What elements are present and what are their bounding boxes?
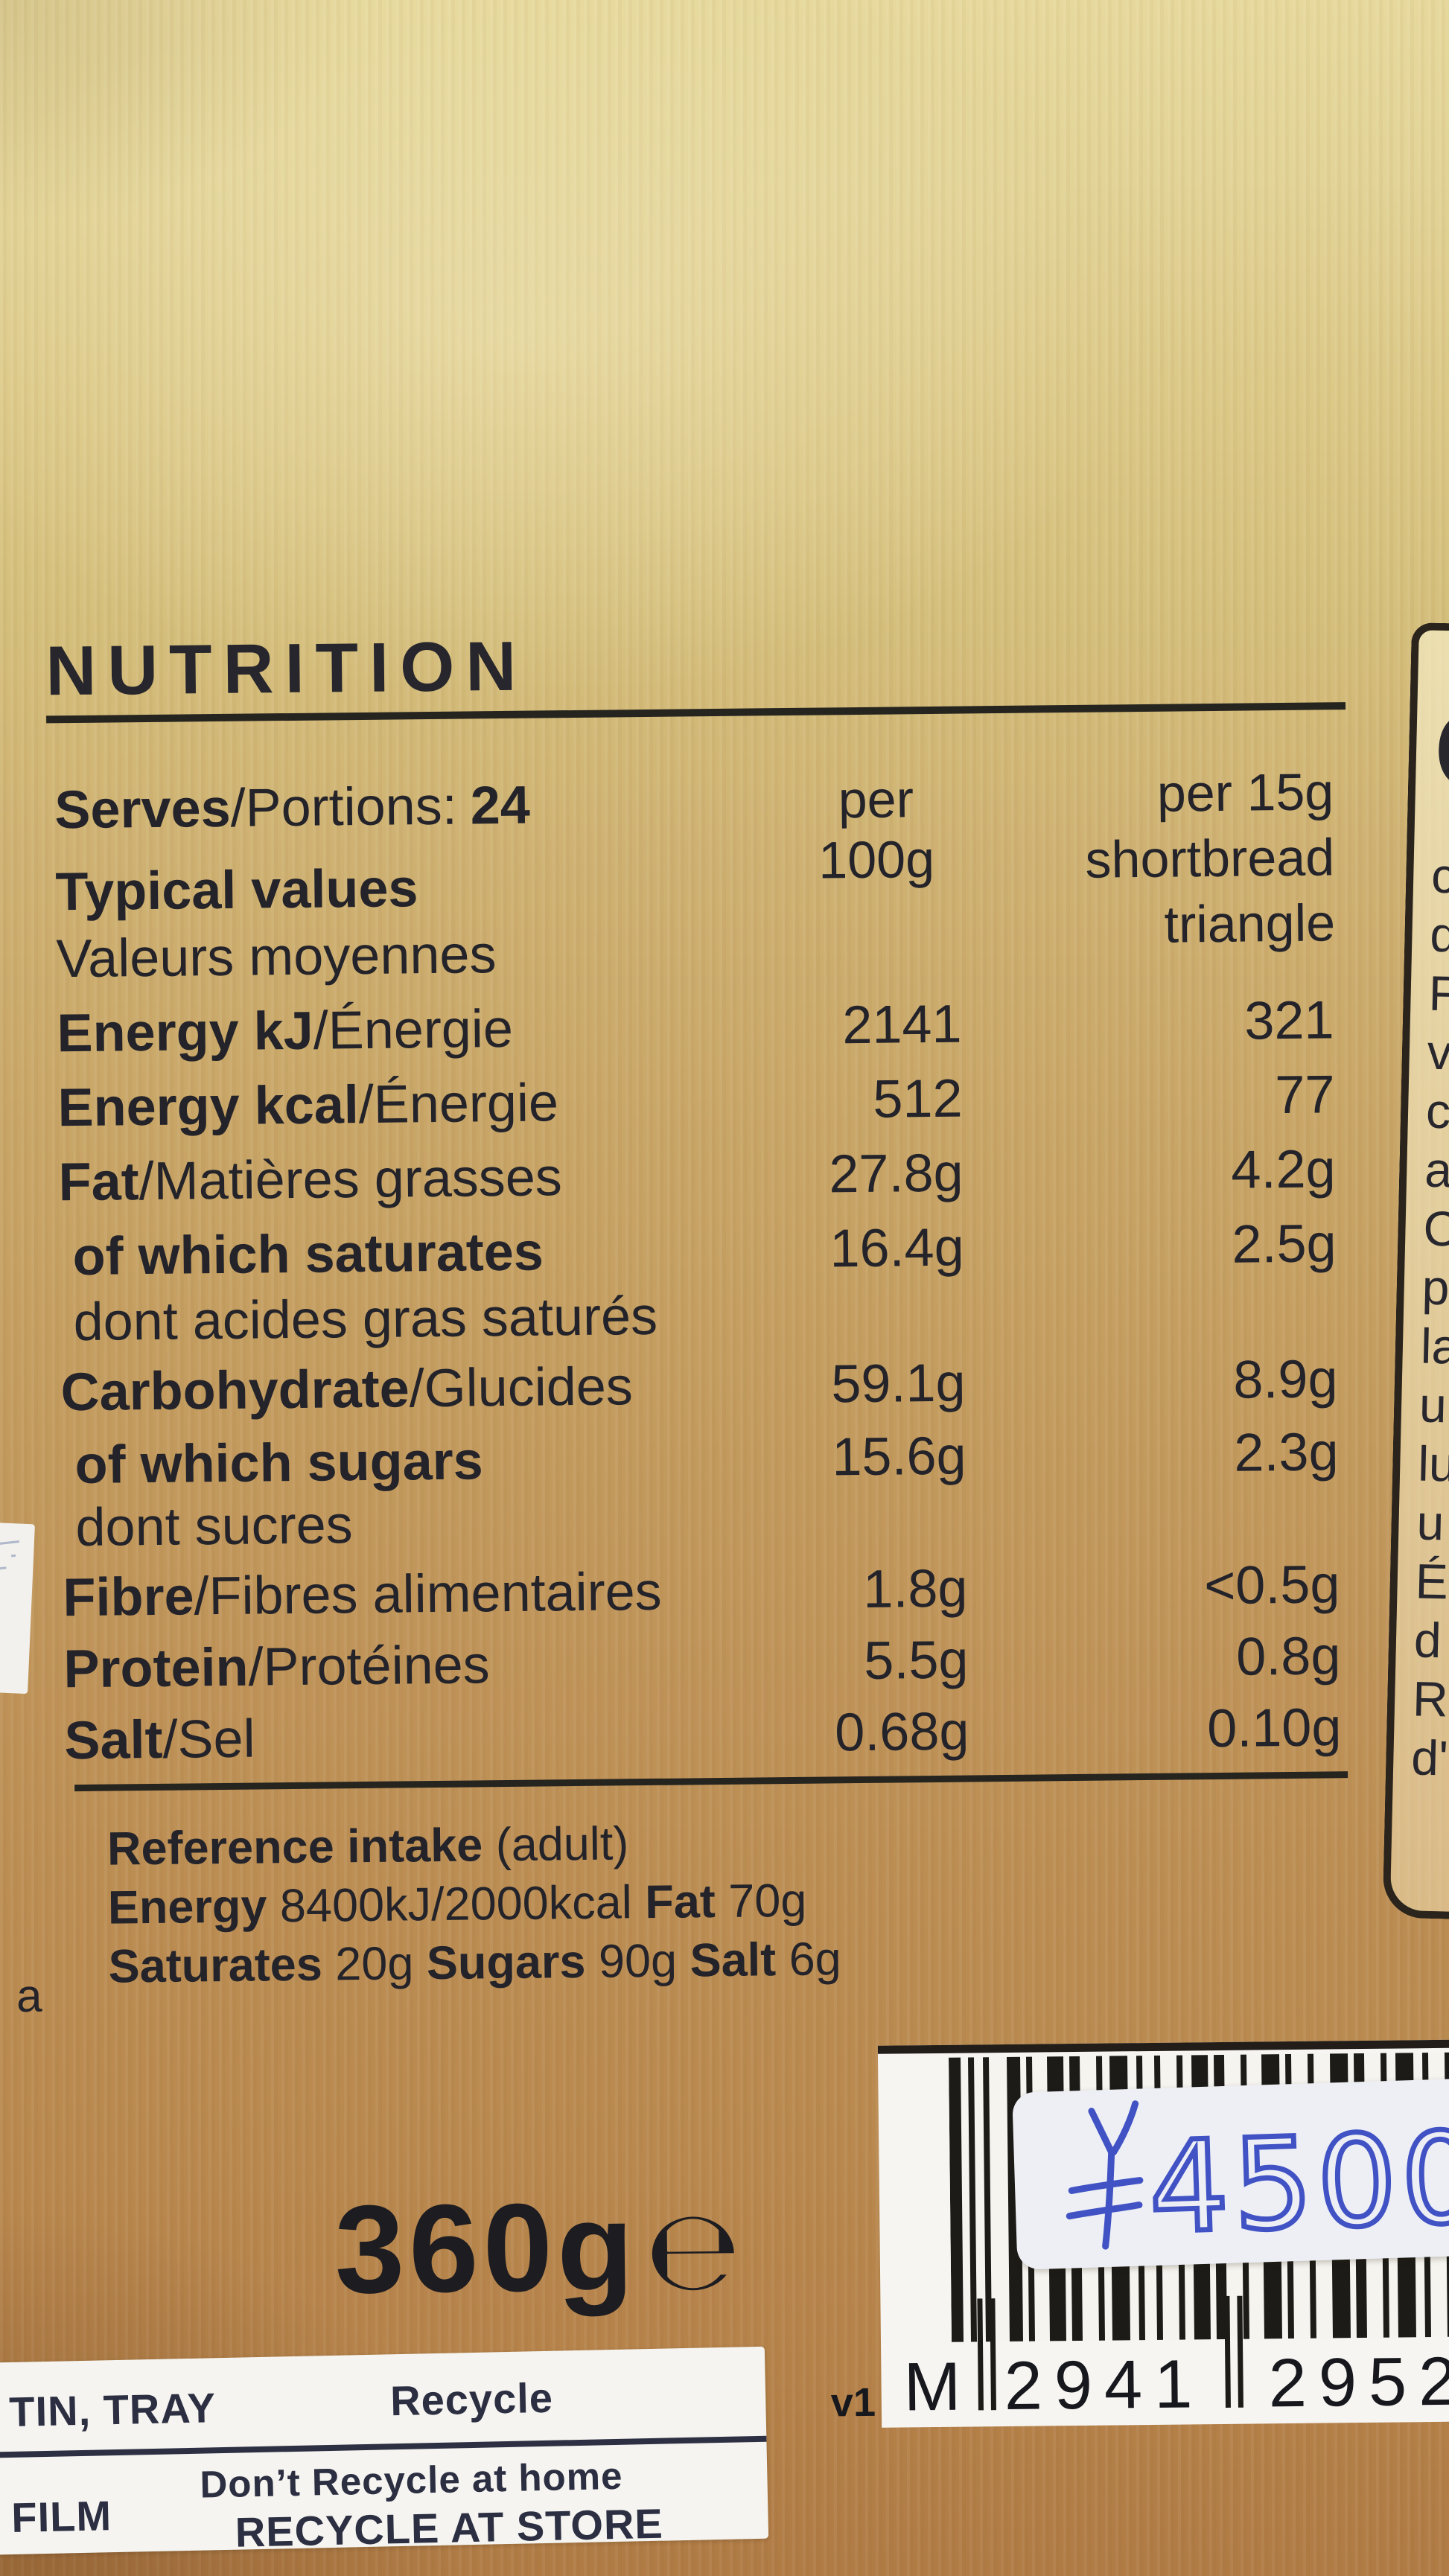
barcode-prefix: M [903,2348,961,2426]
version-code: v1 [830,2379,876,2426]
partial-letter: p [1421,1259,1449,1316]
recycle-material-film: FILM [10,2492,112,2541]
table-row: dont sucres [75,1495,354,1558]
reference-intake-line1: Reference intake (adult) [106,1817,629,1875]
barcode-digits-group1: 2941 [1004,2346,1205,2425]
column-header-per-100g: per 100g [768,768,985,891]
partial-letter: R [1412,1671,1449,1727]
table-row: Protein/Protéines 5.5g 0.8g [63,1626,1341,1700]
table-bottom-rule [74,1771,1348,1792]
triangle-label: triangle [1164,893,1336,954]
table-row: of which saturates 16.4g 2.5g [72,1214,1337,1287]
table-row: of which sugars 15.6g 2.3g [74,1422,1339,1496]
partial-letter: d' [1410,1729,1449,1786]
serves-line: Serves/Portions: 24 [54,775,531,841]
table-row: Energy kcal/Énergie 512 77 [57,1065,1335,1138]
svg-text:4500: 4500 [1147,2105,1449,2261]
partial-letter: C [1433,686,1449,814]
partial-letter: v [1427,1024,1449,1080]
partial-letter: la [1420,1318,1449,1374]
estimated-sign: ℮ [644,2185,742,2317]
reference-intake-line3: Saturates 20g Sugars 90g Salt 6g [108,1933,842,1993]
recycling-info-sticker: TIN, TRAY Recycle Don’t Recycle at home … [0,2346,769,2556]
per-15g-label: per 15g [1156,762,1334,823]
handwritten-price-sticker: 4500 [1012,2077,1449,2270]
table-row: Salt/Sel 0.68g 0.10g [64,1697,1342,1771]
table-row: Energy kJ/Énergie 2141 321 [57,990,1334,1064]
per-100g-label: 100g [818,829,935,890]
torn-sticker-fragment [0,1522,35,1695]
column-header-per-15g: per 15g shortbread triangle [999,759,1336,959]
typical-values-label: Typical values [55,858,418,922]
barcode-digits-group2: 2952 [1268,2343,1449,2422]
partial-letter: u [1418,1377,1448,1433]
partial-letter: u [1415,1494,1445,1551]
reference-intake-block: Reference intake (adult) Energy 8400kJ/2… [107,1812,842,1996]
table-row: Fibre/Fibres alimentaires 1.8g <0.5g [63,1555,1340,1628]
reference-intake-line2: Energy 8400kJ/2000kcal Fat 70g [107,1874,807,1934]
table-row: Carbohydrate/Glucides 59.1g 8.9g [60,1349,1338,1423]
recycle-action-store: RECYCLE AT STORE [235,2499,664,2556]
handwritten-price-ink: 4500 [1066,2100,1449,2264]
partial-letter: lu [1417,1435,1449,1492]
partial-letter: d [1429,906,1449,963]
net-weight-value: 360g [334,2176,639,2320]
partial-letter: c [1430,847,1449,904]
table-row: Fat/Matières grasses 27.8g 4.2g [58,1139,1336,1213]
per-label: per [838,770,914,829]
partial-letter: É [1414,1553,1449,1610]
table-row: dont acides gras saturés [73,1286,658,1353]
recycle-material-tin-tray: TIN, TRAY [8,2384,217,2436]
recycle-action-dont-recycle: Don’t Recycle at home [199,2454,623,2506]
nutrition-title: NUTRITION [45,626,528,710]
partial-letter: C [1422,1200,1449,1257]
sticker-fragment-marks [0,1540,20,1570]
recycle-action-recycle: Recycle [389,2373,554,2425]
partial-letter: a [1424,1141,1449,1198]
net-weight: 360g ℮ [334,2174,742,2322]
shortbread-label: shortbread [1085,828,1335,889]
recycle-sticker-divider [0,2435,767,2458]
stray-letter-a: a [16,1970,42,2022]
partial-letter: d [1413,1612,1442,1668]
partial-letter: F [1427,965,1449,1021]
partial-letter: c [1425,1083,1449,1139]
typical-values-label-fr: Valeurs moyennes [56,925,497,989]
